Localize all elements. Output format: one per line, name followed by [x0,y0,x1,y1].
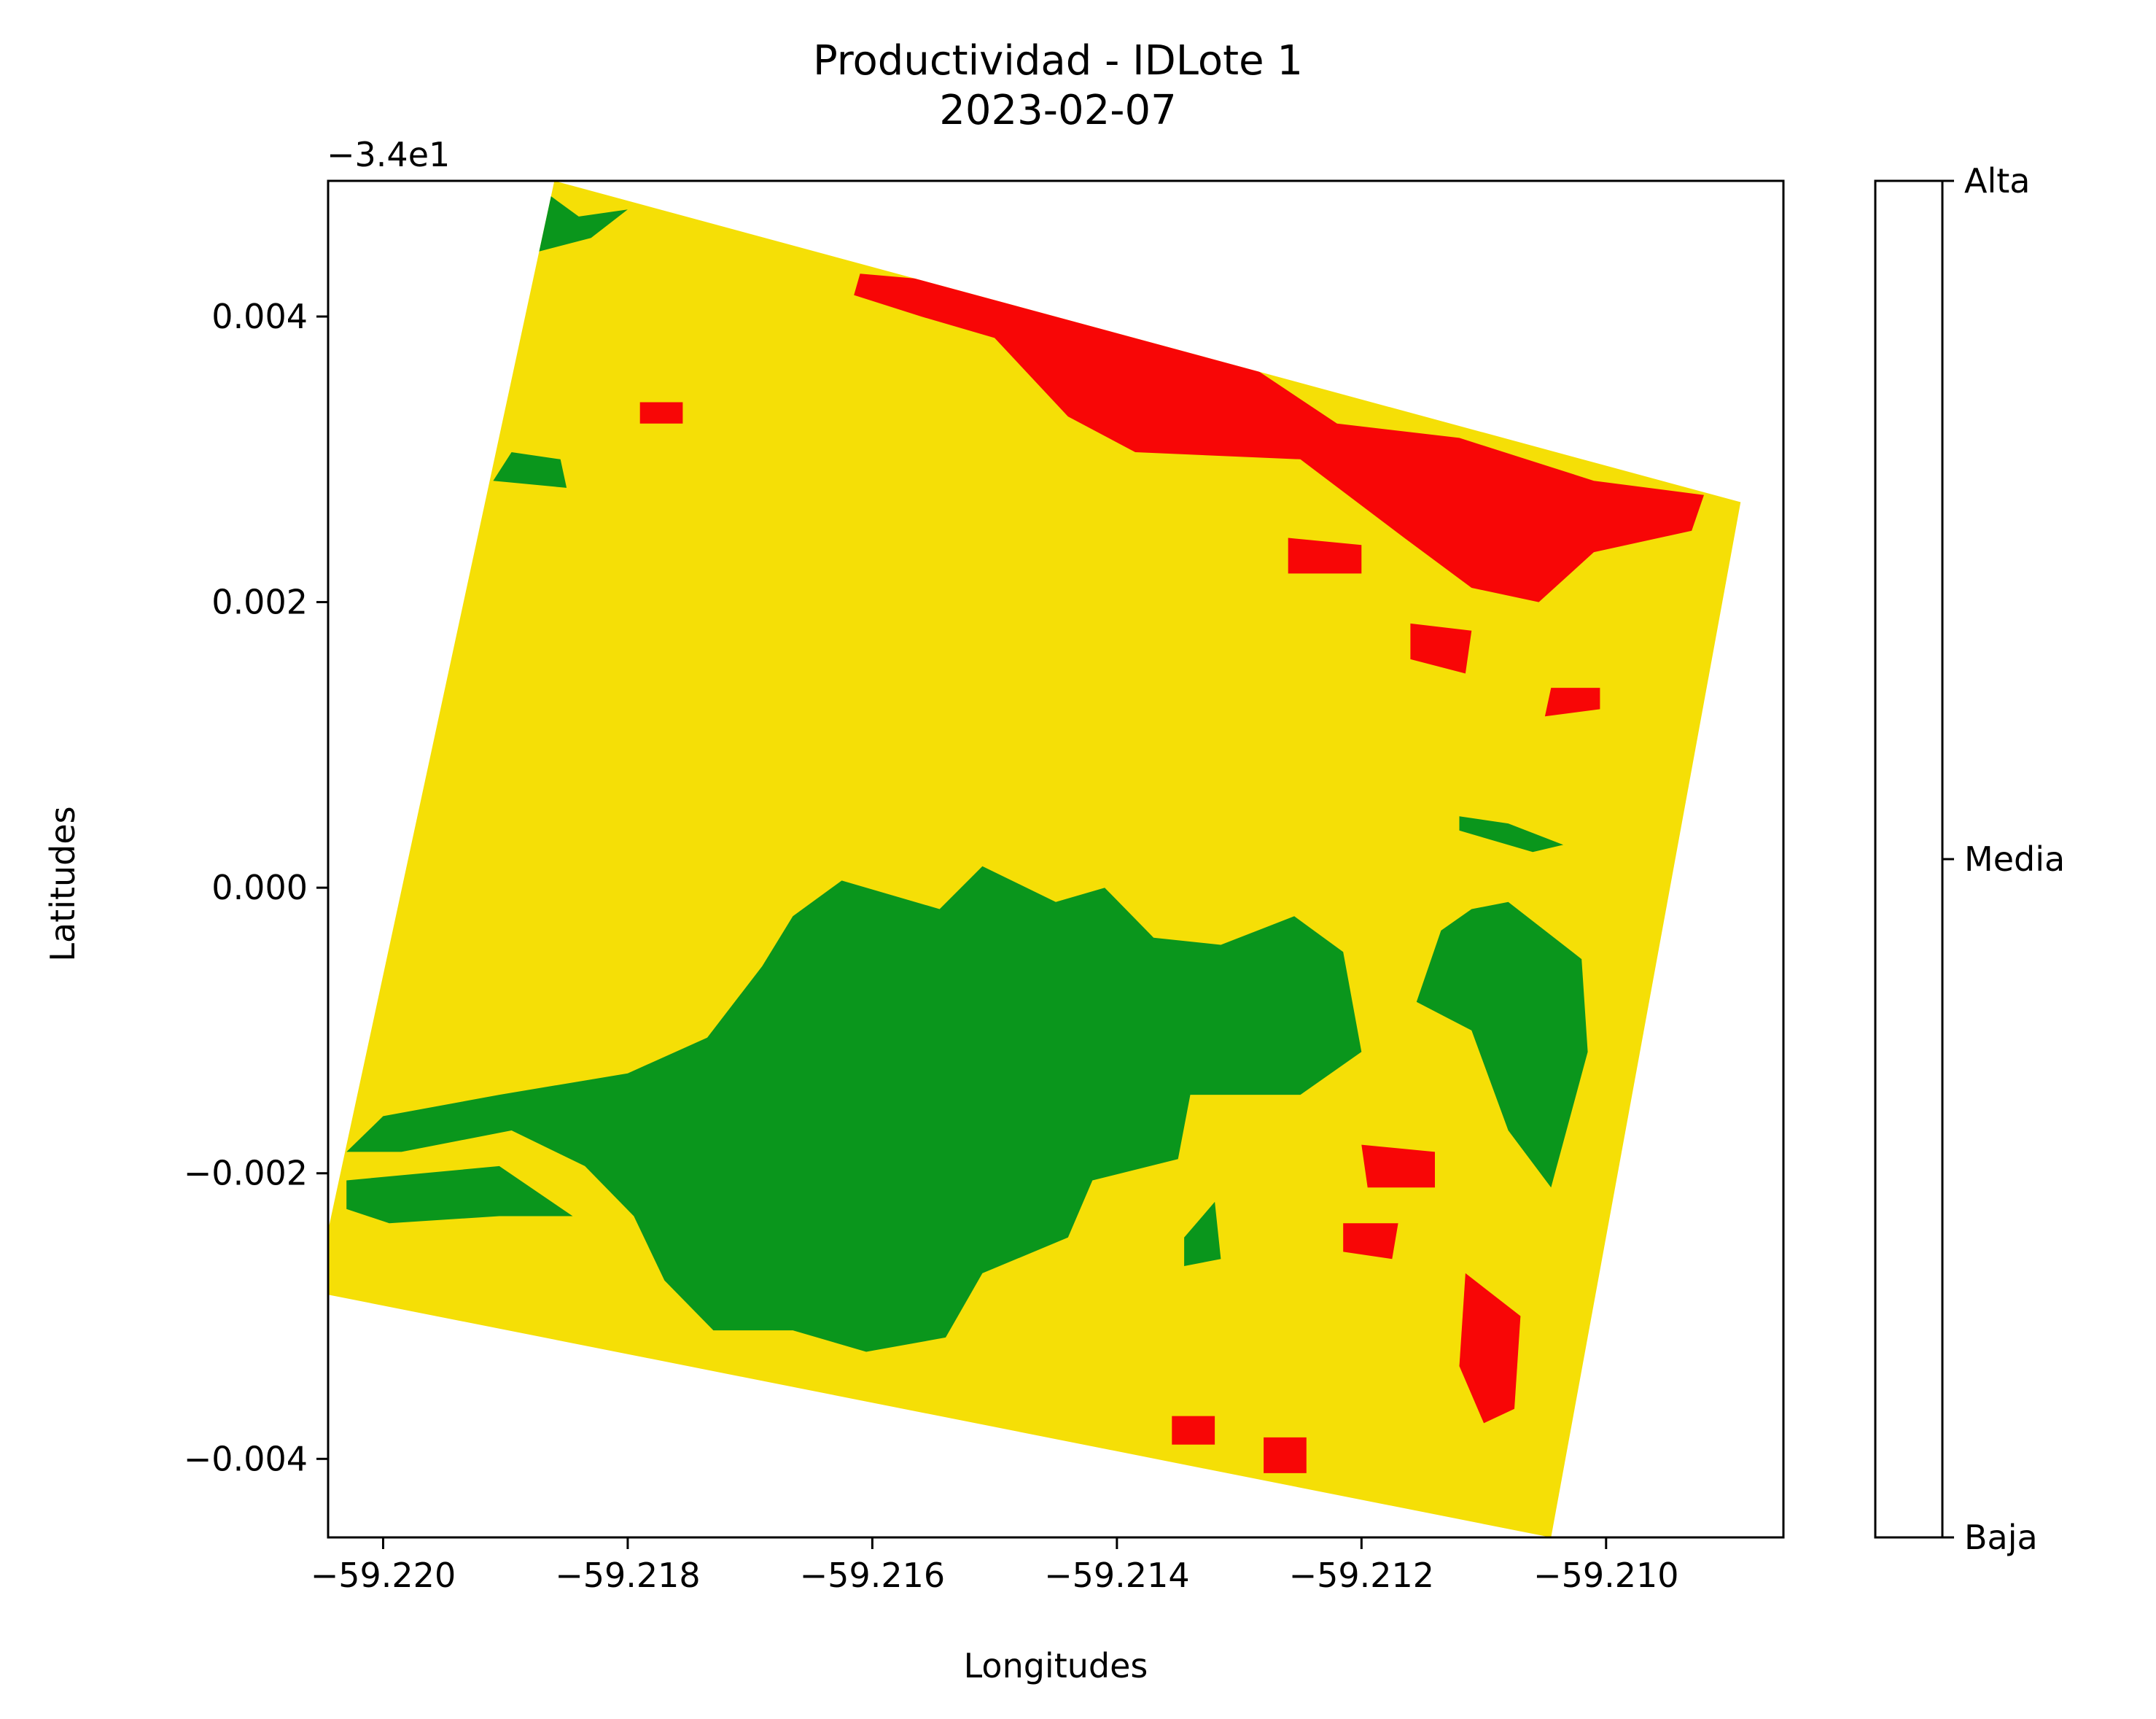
x-tick-label: −59.210 [1533,1556,1679,1595]
y-axis: 0.004 0.002 0.000 −0.002 −0.004 [184,297,328,1478]
y-tick-label: 0.000 [211,868,308,907]
plot-area [328,181,1741,1537]
y-offset-label: −3.4e1 [327,135,450,174]
zone-alta-2 [346,1165,573,1224]
colorbar-frame [1874,179,1944,1539]
colorbar-label-media: Media [1964,839,2065,879]
y-tick-label: −0.002 [184,1154,308,1193]
y-tick-label: 0.002 [211,583,308,622]
field-media-zone [328,181,1741,1537]
y-tick-label: 0.004 [211,297,308,336]
zone-alta-6 [1459,816,1564,853]
x-tick-label: −59.216 [800,1556,946,1595]
zone-baja-13 [1459,1273,1521,1424]
chart-title-line1: Productividad - IDLote 1 [813,37,1303,85]
zone-baja-8 [854,273,1704,602]
zone-baja-16 [1264,1437,1307,1473]
zone-baja-9 [1288,538,1362,574]
x-tick-label: −59.218 [555,1556,701,1595]
productivity-zones [346,181,1704,1473]
zone-baja-11 [1544,688,1600,717]
x-axis: −59.220 −59.218 −59.216 −59.214 −59.212 −59.2… [311,1537,1679,1595]
colorbar-label-baja: Baja [1964,1518,2038,1557]
chart-title-line2: 2023-02-07 [939,87,1176,134]
x-tick-label: −59.212 [1289,1556,1435,1595]
zone-alta-1 [346,866,1362,1352]
zone-baja-12 [1361,1144,1435,1188]
y-axis-label: Latitudes [43,806,82,961]
plot-frame [327,179,1785,1539]
zone-baja-15 [1172,1416,1215,1445]
zone-baja-10 [1410,623,1472,674]
x-axis-label: Longitudes [964,1646,1148,1685]
colorbar: Baja Media Alta [1874,161,2065,1557]
x-tick-label: −59.220 [311,1556,456,1595]
x-tick-label: −59.214 [1044,1556,1190,1595]
zone-alta-3 [1416,901,1588,1188]
colorbar-label-alta: Alta [1964,161,2030,201]
zone-baja-17 [639,402,683,424]
y-tick-label: −0.004 [184,1439,308,1478]
zone-baja-14 [1343,1223,1398,1260]
zone-alta-7 [1184,1201,1221,1266]
zone-alta-5 [493,452,567,488]
